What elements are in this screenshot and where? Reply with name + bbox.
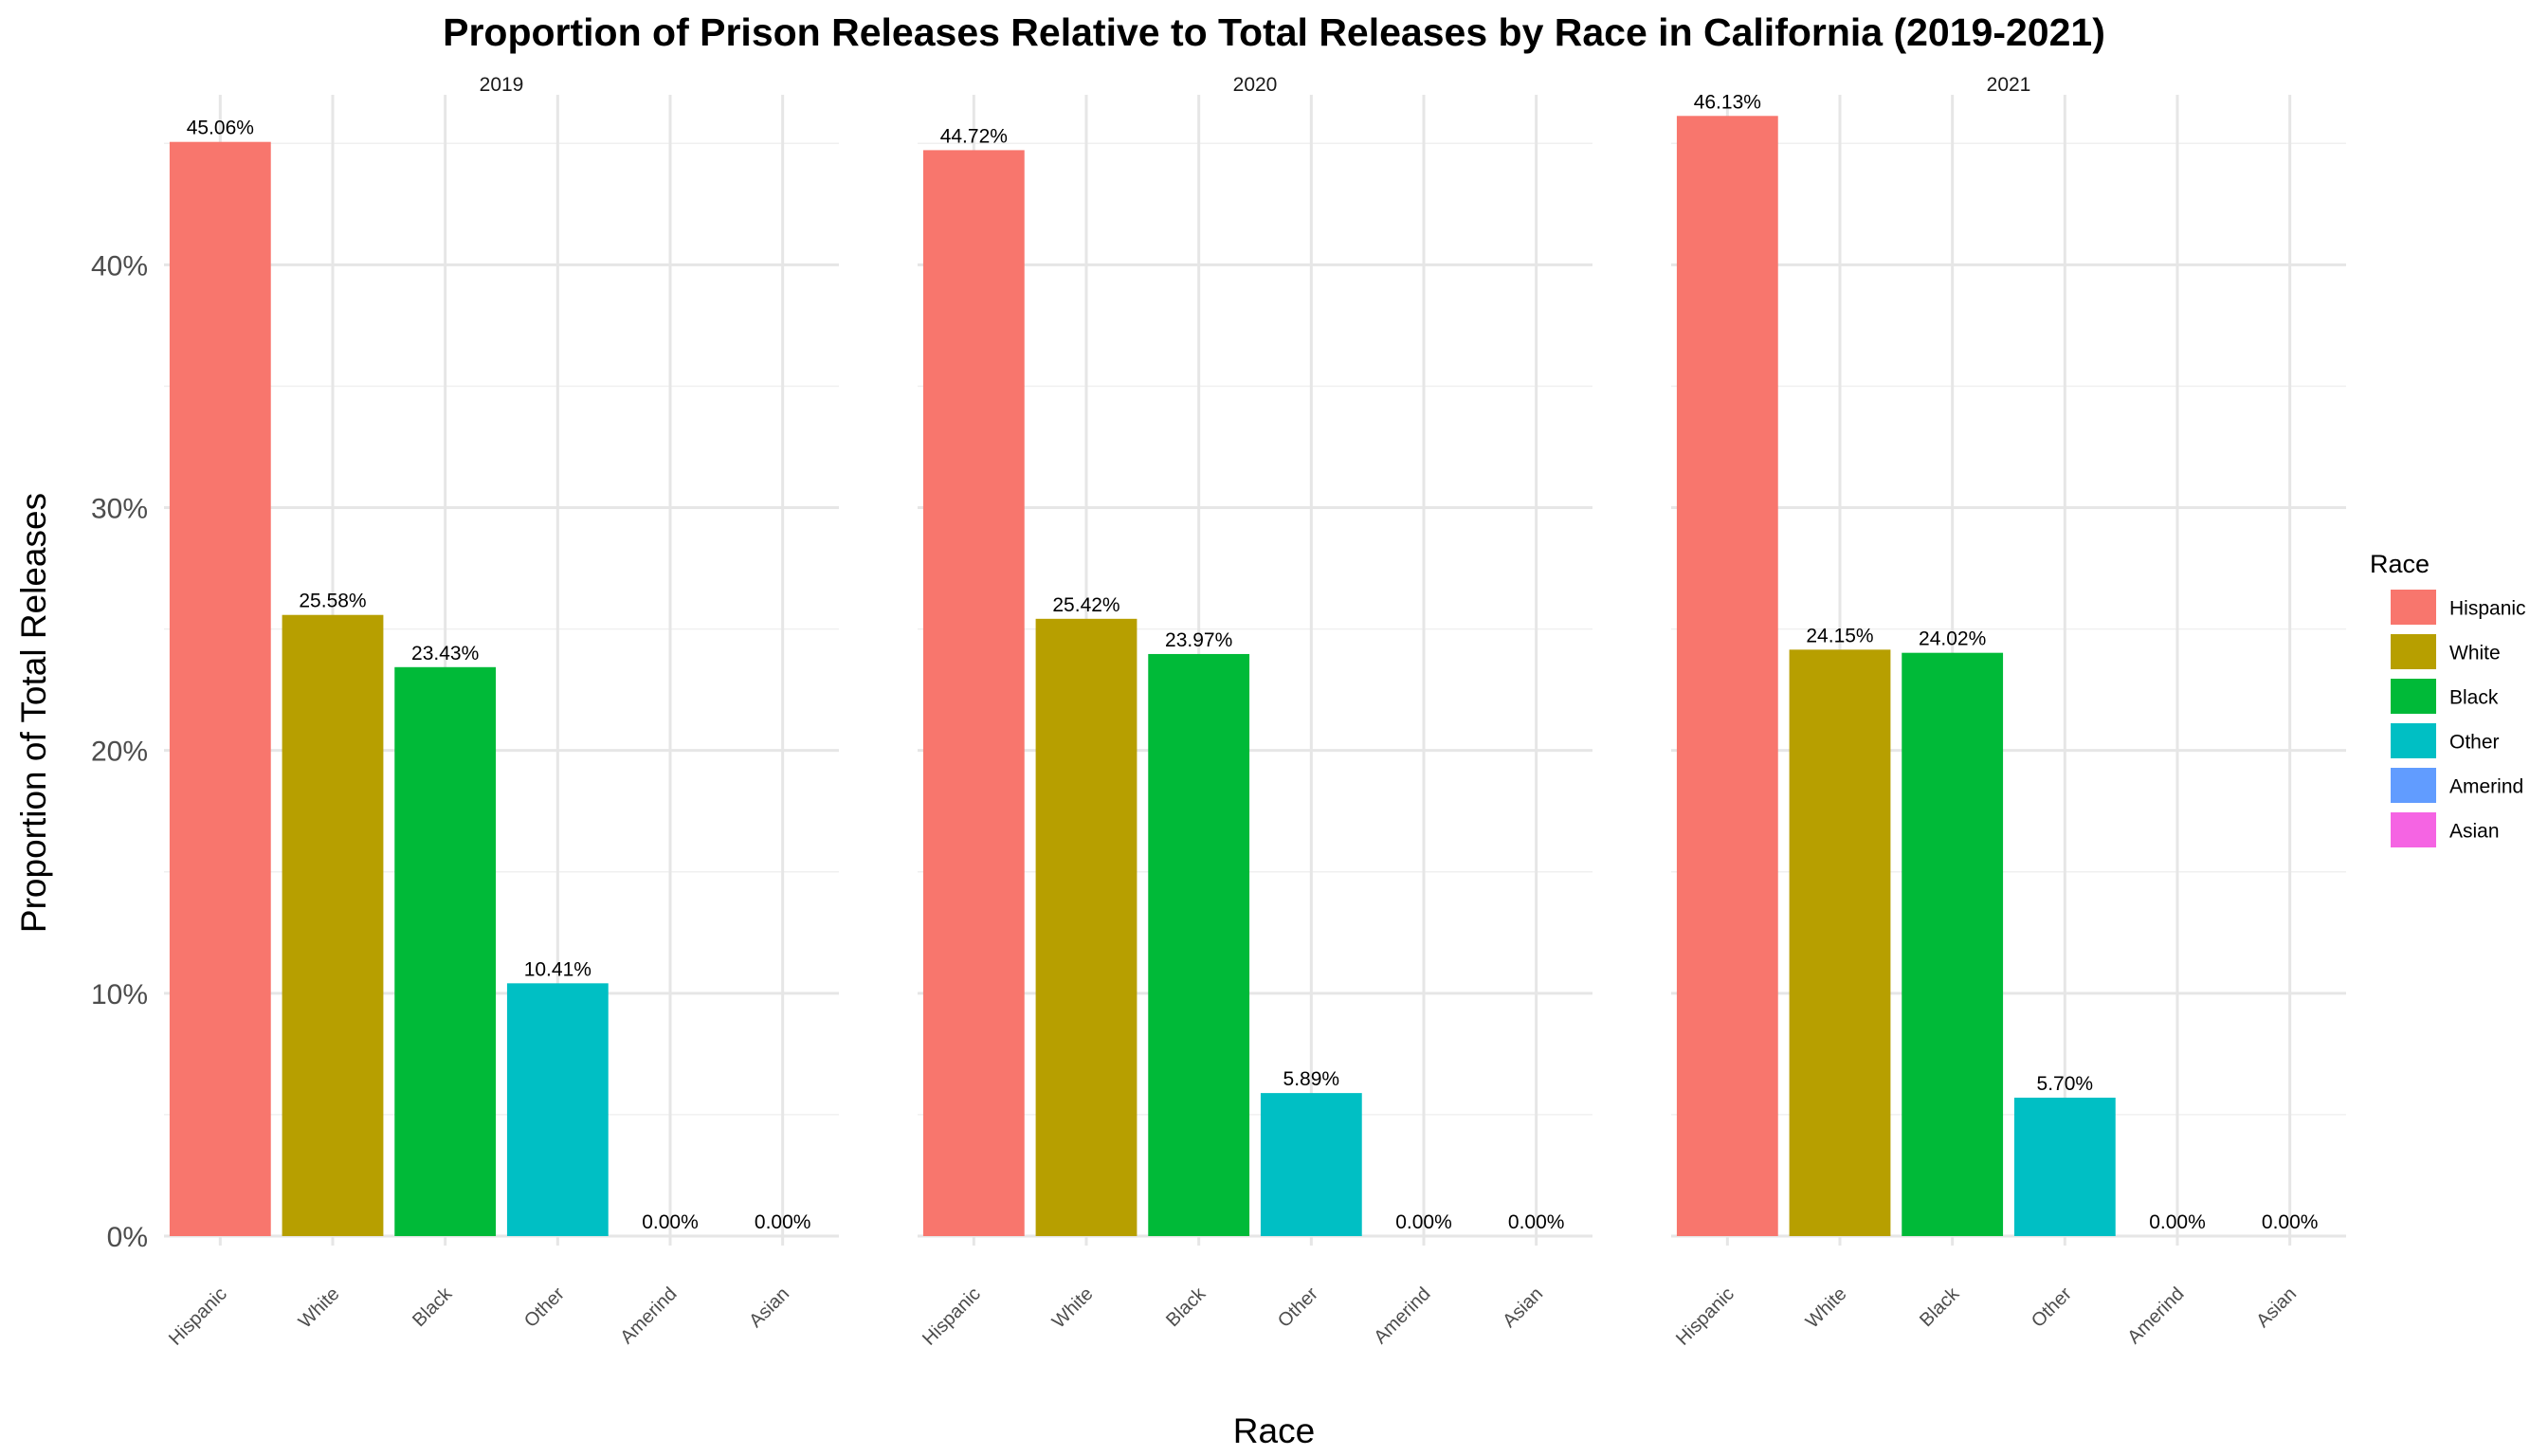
facet-label-2021: 2021 <box>1987 74 2031 96</box>
chart-title: Proportion of Prison Releases Relative t… <box>443 10 2105 54</box>
value-label-black-2019: 23.43% <box>411 643 479 664</box>
value-label-other-2019: 10.41% <box>524 958 592 980</box>
bar-black-2020 <box>1148 653 1250 1236</box>
y-axis-title: Proportion of Total Releases <box>14 493 53 933</box>
legend-label-asian: Asian <box>2449 821 2500 843</box>
value-label-asian-2020: 0.00% <box>1508 1211 1565 1233</box>
legend-swatch-black <box>2391 679 2436 714</box>
value-label-amerind-2021: 0.00% <box>2149 1211 2206 1233</box>
x-tick-label-hispanic-2019: Hispanic <box>165 1283 231 1350</box>
facet-label-2020: 2020 <box>1233 74 1278 96</box>
x-tick-label-white-2019: White <box>295 1283 344 1333</box>
bar-other-2021 <box>2013 1097 2116 1236</box>
value-label-other-2021: 5.70% <box>2037 1073 2094 1095</box>
x-tick-label-other-2021: Other <box>2028 1283 2076 1332</box>
value-label-hispanic-2019: 45.06% <box>187 118 254 139</box>
legend-label-amerind: Amerind <box>2449 776 2523 798</box>
facet-panel-2020: 2020 44.72% Hispanic 25.42% White 23.97% Black… <box>918 74 1592 1350</box>
legend-label-other: Other <box>2449 732 2500 754</box>
bar-black-2021 <box>1902 652 2004 1236</box>
x-tick-label-hispanic-2021: Hispanic <box>1672 1283 1738 1350</box>
legend-swatch-white <box>2391 634 2436 669</box>
x-tick-label-white-2020: White <box>1048 1283 1098 1333</box>
y-axis: 0% 10% 20% 30% 40% <box>91 250 148 1253</box>
x-tick-label-amerind-2019: Amerind <box>616 1283 681 1348</box>
y-tick-label: 30% <box>91 493 148 524</box>
x-tick-label-hispanic-2020: Hispanic <box>919 1283 985 1350</box>
value-label-white-2019: 25.58% <box>299 591 366 612</box>
value-label-hispanic-2021: 46.13% <box>1694 91 1761 113</box>
x-tick-label-black-2020: Black <box>1162 1283 1210 1331</box>
value-label-amerind-2020: 0.00% <box>1395 1211 1452 1233</box>
x-tick-label-amerind-2021: Amerind <box>2123 1283 2188 1348</box>
legend-title: Race <box>2370 550 2430 578</box>
value-label-black-2021: 24.02% <box>1919 628 1986 650</box>
x-tick-label-asian-2019: Asian <box>745 1283 793 1332</box>
value-label-asian-2021: 0.00% <box>2262 1211 2319 1233</box>
value-label-white-2020: 25.42% <box>1052 594 1119 616</box>
legend-swatch-hispanic <box>2391 590 2436 625</box>
bar-black-2019 <box>394 666 497 1236</box>
y-tick-label: 20% <box>91 737 148 768</box>
legend: Race Hispanic White Black Other Amerind Asian <box>2370 550 2526 847</box>
x-axis-title: Race <box>1233 1411 1315 1450</box>
bar-other-2019 <box>506 983 609 1236</box>
bar-white-2019 <box>282 614 384 1236</box>
legend-label-white: White <box>2449 643 2501 664</box>
legend-swatch-other <box>2391 723 2436 758</box>
x-tick-label-amerind-2020: Amerind <box>1370 1283 1434 1348</box>
facet-panel-2019: 2019 45.06% Hispanic 25.58% White 23.43% Black… <box>164 74 839 1350</box>
x-tick-label-black-2021: Black <box>1916 1283 1964 1331</box>
x-tick-label-asian-2020: Asian <box>1499 1283 1547 1332</box>
value-label-other-2020: 5.89% <box>1283 1068 1340 1090</box>
value-label-hispanic-2020: 44.72% <box>940 125 1008 147</box>
facet-label-2019: 2019 <box>480 74 524 96</box>
y-tick-label: 40% <box>91 250 148 282</box>
bar-other-2020 <box>1260 1093 1362 1236</box>
x-tick-label-other-2019: Other <box>520 1283 569 1332</box>
x-tick-label-other-2020: Other <box>1274 1283 1322 1332</box>
value-label-amerind-2019: 0.00% <box>642 1211 699 1233</box>
value-label-asian-2019: 0.00% <box>755 1211 811 1233</box>
legend-swatch-amerind <box>2391 768 2436 803</box>
y-tick-label: 0% <box>107 1222 148 1253</box>
bar-white-2021 <box>1789 649 1891 1236</box>
bar-hispanic-2020 <box>922 150 1025 1236</box>
facet-panels: 2019 45.06% Hispanic 25.58% White 23.43% Black… <box>164 74 2346 1350</box>
value-label-black-2020: 23.97% <box>1165 629 1232 651</box>
bar-hispanic-2021 <box>1676 116 1778 1236</box>
legend-swatch-asian <box>2391 812 2436 847</box>
x-tick-label-white-2021: White <box>1802 1283 1851 1333</box>
facet-panel-2021: 2021 46.13% Hispanic 24.15% White 24.02% Black… <box>1671 74 2346 1350</box>
x-tick-label-asian-2021: Asian <box>2252 1283 2301 1332</box>
value-label-white-2021: 24.15% <box>1806 625 1873 646</box>
legend-label-black: Black <box>2449 687 2499 709</box>
x-tick-label-black-2019: Black <box>409 1283 457 1331</box>
bar-hispanic-2019 <box>169 141 271 1236</box>
legend-label-hispanic: Hispanic <box>2449 598 2526 620</box>
bar-white-2020 <box>1035 618 1138 1236</box>
y-tick-label: 10% <box>91 979 148 1010</box>
